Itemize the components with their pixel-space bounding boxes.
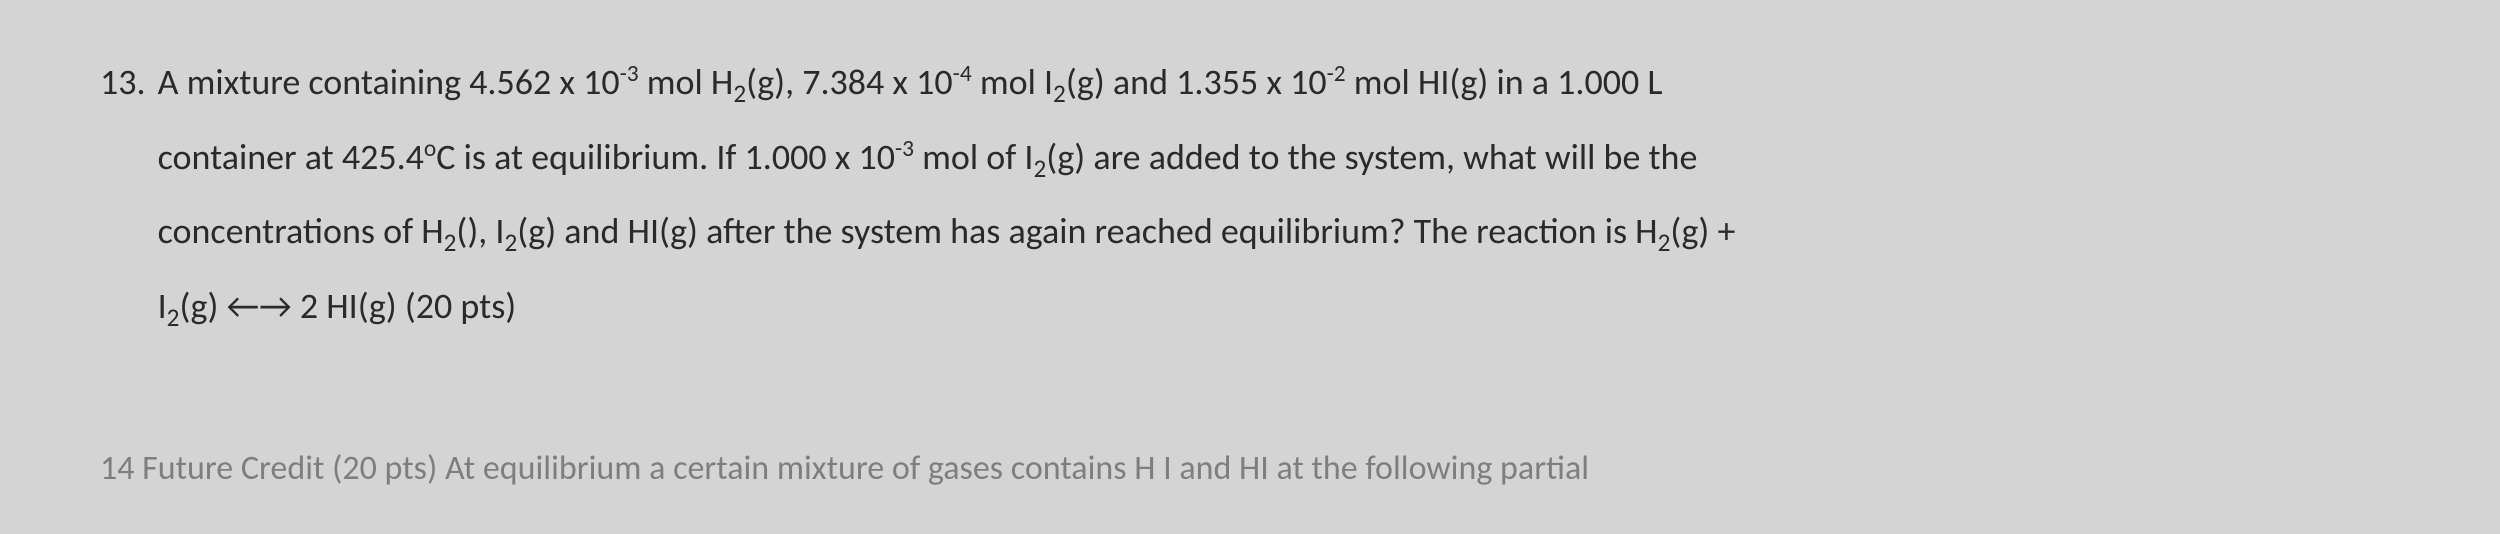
question-13: 13. A mixture containing 4.562 x 10-3 mo… xyxy=(100,50,2400,348)
question-line-3: concentrations of H2(), I2(g) and HI(g) … xyxy=(158,199,2400,266)
text-segment: mol HI(g) in a 1.000 L xyxy=(1346,60,1663,104)
text-segment: concentrations of H xyxy=(158,209,444,253)
question-body: A mixture containing 4.562 x 10-3 mol H2… xyxy=(158,50,2400,348)
subscript: 2 xyxy=(733,78,746,109)
text-segment: container at 425.4 xyxy=(158,135,424,179)
text-segment: mol H xyxy=(639,60,734,104)
text-segment: A mixture containing 4.562 x 10 xyxy=(158,60,620,104)
exponent: -2 xyxy=(1327,60,1346,88)
subscript: 2 xyxy=(167,302,180,333)
text-segment: (), I xyxy=(456,209,504,253)
subscript: 2 xyxy=(1053,78,1066,109)
text-segment: (g) and 1.355 x 10 xyxy=(1066,60,1327,104)
question-line-1: A mixture containing 4.562 x 10-3 mol H2… xyxy=(158,50,2400,117)
question-number: 13. xyxy=(100,50,146,348)
text-segment: (g) ←→ 2 HI(g) (20 pts) xyxy=(179,284,516,328)
subscript: 2 xyxy=(444,227,457,258)
text-segment: (g) and HI(g) after the system has again… xyxy=(517,209,1657,253)
partial-cutoff-text: 14 Future Credit (20 pts) At equilibrium… xyxy=(100,438,2400,499)
exponent: -3 xyxy=(895,135,914,163)
exponent: -4 xyxy=(953,60,972,88)
question-line-2: container at 425.4oC is at equilibrium. … xyxy=(158,125,2400,192)
text-segment: I xyxy=(158,284,167,328)
question-line-4: I2(g) ←→ 2 HI(g) (20 pts) xyxy=(158,274,2400,341)
text-segment: mol of I xyxy=(914,135,1033,179)
text-segment: (g) are added to the system, what will b… xyxy=(1046,135,1697,179)
degree-symbol: o xyxy=(424,135,436,163)
text-segment: mol I xyxy=(972,60,1053,104)
subscript: 2 xyxy=(1033,153,1046,184)
text-segment: (g) + xyxy=(1670,209,1735,253)
subscript: 2 xyxy=(504,227,517,258)
text-segment: (g), 7.384 x 10 xyxy=(746,60,953,104)
text-segment: C is at equilibrium. If 1.000 x 10 xyxy=(436,135,895,179)
exponent: -3 xyxy=(620,60,639,88)
subscript: 2 xyxy=(1658,227,1671,258)
